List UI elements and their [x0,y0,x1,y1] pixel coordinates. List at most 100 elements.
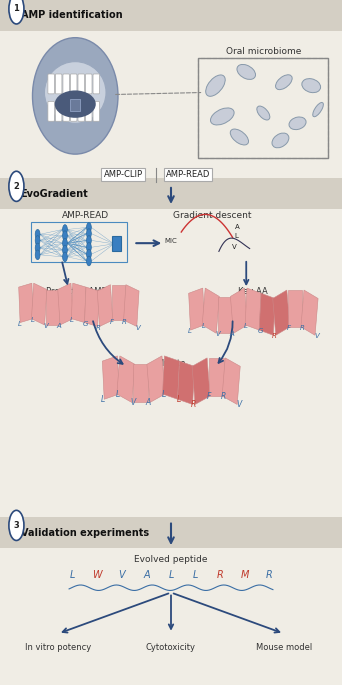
Text: M: M [241,571,249,580]
Circle shape [35,229,40,239]
Text: L: L [116,390,120,399]
FancyBboxPatch shape [0,517,342,548]
Text: Predicted AMPs: Predicted AMPs [46,286,111,296]
FancyBboxPatch shape [0,178,342,209]
FancyBboxPatch shape [48,101,54,121]
Circle shape [9,510,24,540]
Text: R: R [191,400,196,409]
FancyBboxPatch shape [0,0,342,185]
Text: L: L [101,395,105,404]
Text: F: F [207,392,211,401]
Ellipse shape [272,133,289,148]
FancyBboxPatch shape [70,101,77,121]
Circle shape [87,242,91,252]
Text: R: R [122,319,127,325]
FancyBboxPatch shape [93,74,100,94]
Polygon shape [97,285,113,327]
Text: L: L [17,321,21,327]
Text: V: V [232,244,237,249]
Text: A: A [235,225,240,230]
FancyBboxPatch shape [0,185,342,521]
Polygon shape [162,356,180,399]
Text: L: L [202,323,206,329]
Polygon shape [202,288,219,334]
Ellipse shape [230,129,249,145]
Polygon shape [301,290,318,335]
Circle shape [63,231,67,240]
Text: Mouse model: Mouse model [256,643,312,652]
Polygon shape [71,283,86,323]
Circle shape [9,171,24,201]
Polygon shape [231,288,248,334]
Polygon shape [102,356,119,399]
Text: L: L [31,317,35,323]
Text: 3: 3 [14,521,19,530]
Text: A: A [146,398,151,407]
Polygon shape [209,358,224,396]
Circle shape [35,243,40,253]
Text: V: V [236,400,241,409]
Text: A: A [56,323,61,329]
Text: L: L [176,395,181,404]
Ellipse shape [55,90,96,118]
Text: V: V [118,571,125,580]
Text: 2: 2 [13,182,19,191]
Text: L: L [193,571,198,580]
Bar [198,58,328,158]
Ellipse shape [302,79,320,92]
Ellipse shape [237,64,255,79]
Ellipse shape [32,38,118,154]
Polygon shape [133,364,148,403]
Ellipse shape [276,75,292,90]
Text: AMP-CLIP: AMP-CLIP [104,170,143,179]
Circle shape [63,238,67,248]
Text: L: L [168,571,174,580]
Circle shape [87,249,91,259]
FancyBboxPatch shape [0,524,342,685]
FancyBboxPatch shape [55,101,62,121]
Text: Mutate: Mutate [156,358,186,368]
Text: V: V [314,333,319,339]
Circle shape [35,236,40,245]
Polygon shape [189,288,205,330]
FancyBboxPatch shape [70,74,77,94]
Text: 1: 1 [13,4,19,14]
Polygon shape [58,283,73,325]
Text: AMP-READ: AMP-READ [166,170,210,179]
FancyBboxPatch shape [55,74,62,94]
Text: L: L [188,328,192,334]
Ellipse shape [210,108,234,125]
Text: W: W [92,571,102,580]
Polygon shape [111,285,125,320]
Text: R: R [217,571,224,580]
Circle shape [63,252,67,262]
Polygon shape [218,297,232,334]
Text: In vitro potency: In vitro potency [25,643,91,652]
Ellipse shape [257,106,270,120]
Text: A: A [229,331,234,337]
Polygon shape [19,283,33,323]
Text: G: G [258,328,263,334]
Polygon shape [177,361,195,404]
Polygon shape [147,356,165,403]
Polygon shape [288,290,302,327]
Circle shape [9,0,24,24]
Text: L: L [244,323,248,329]
FancyBboxPatch shape [86,74,92,94]
Polygon shape [192,358,210,404]
FancyBboxPatch shape [78,101,84,121]
Text: Gradient descent: Gradient descent [173,211,251,221]
Text: R: R [300,325,305,331]
Polygon shape [222,358,240,404]
Polygon shape [245,288,261,330]
FancyBboxPatch shape [93,101,100,121]
Ellipse shape [313,103,324,116]
Text: R: R [221,392,226,401]
Circle shape [87,256,91,266]
Text: R: R [272,333,277,339]
Circle shape [87,229,91,238]
Polygon shape [117,356,135,403]
FancyBboxPatch shape [112,236,121,251]
Text: Oral microbiome: Oral microbiome [226,47,301,56]
Text: Cytotoxicity: Cytotoxicity [146,643,196,652]
